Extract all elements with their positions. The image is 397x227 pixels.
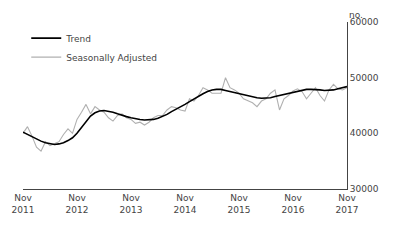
svg-text:30000: 30000 — [350, 184, 379, 194]
svg-text:Nov2012: Nov2012 — [66, 193, 89, 215]
svg-text:Trend: Trend — [65, 34, 91, 44]
svg-text:Seasonally Adjusted: Seasonally Adjusted — [66, 53, 157, 63]
svg-text:Nov2017: Nov2017 — [336, 193, 359, 215]
svg-text:no.: no. — [349, 10, 363, 20]
svg-text:Nov2015: Nov2015 — [228, 193, 251, 215]
svg-text:60000: 60000 — [350, 17, 379, 27]
svg-text:Nov2014: Nov2014 — [174, 193, 197, 215]
svg-text:50000: 50000 — [350, 73, 379, 83]
svg-text:40000: 40000 — [350, 128, 379, 138]
svg-text:Nov2016: Nov2016 — [282, 193, 305, 215]
svg-text:Nov2011: Nov2011 — [12, 193, 35, 215]
svg-text:Nov2013: Nov2013 — [120, 193, 143, 215]
